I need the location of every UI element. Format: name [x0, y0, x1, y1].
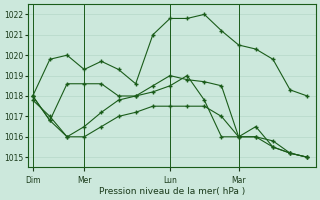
- X-axis label: Pression niveau de la mer( hPa ): Pression niveau de la mer( hPa ): [99, 187, 245, 196]
